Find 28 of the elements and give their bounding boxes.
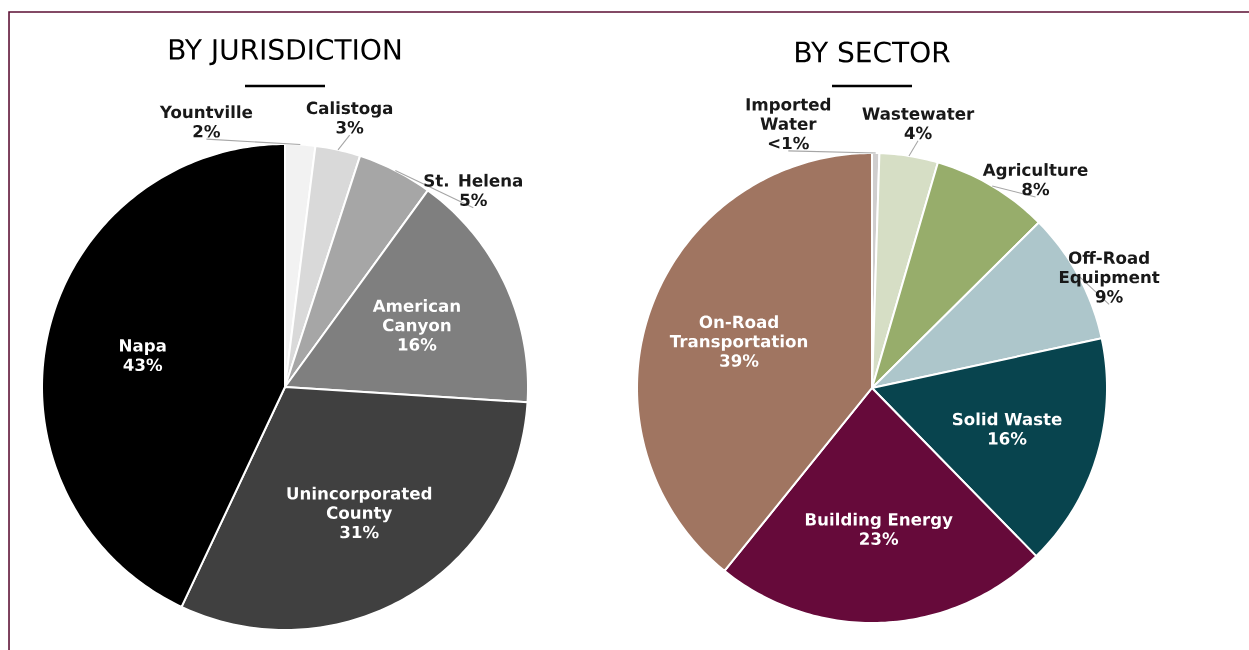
slice-label: Unincorporated County <box>287 486 432 523</box>
data-label: 2% <box>193 124 220 138</box>
data-label: 16% <box>398 338 437 351</box>
slice-label: On-Road Transportation <box>669 315 808 351</box>
data-label: <1% <box>768 136 809 150</box>
slice-label: Building Energy <box>805 512 953 529</box>
data-label: 9% <box>1095 290 1123 303</box>
slice-label: St. Helena <box>424 173 522 187</box>
data-label: 31% <box>340 525 379 539</box>
slice-label: American Canyon <box>372 299 460 335</box>
slice-label: Wastewater <box>862 107 975 120</box>
data-label: 23% <box>860 532 899 545</box>
slice-label: Agriculture <box>982 163 1088 180</box>
data-label: 39% <box>720 354 759 367</box>
slice-label: Napa <box>120 339 166 355</box>
data-label: 5% <box>460 193 487 207</box>
slice-label: Imported Water <box>746 97 831 130</box>
data-label: 4% <box>904 126 932 140</box>
slice-label: Solid Waste <box>952 412 1062 426</box>
slice-label: Yountville <box>159 105 253 119</box>
chart-title: BY JURISDICTION <box>169 38 401 66</box>
chart-title: BY SECTOR <box>796 41 950 63</box>
slice-label: Calistoga <box>306 101 393 118</box>
slice-label: Off-Road Equipment <box>1059 251 1160 287</box>
data-label: 43% <box>123 358 163 372</box>
data-label: 3% <box>336 120 364 134</box>
data-label: 8% <box>1022 182 1050 196</box>
data-label: 16% <box>988 432 1027 445</box>
